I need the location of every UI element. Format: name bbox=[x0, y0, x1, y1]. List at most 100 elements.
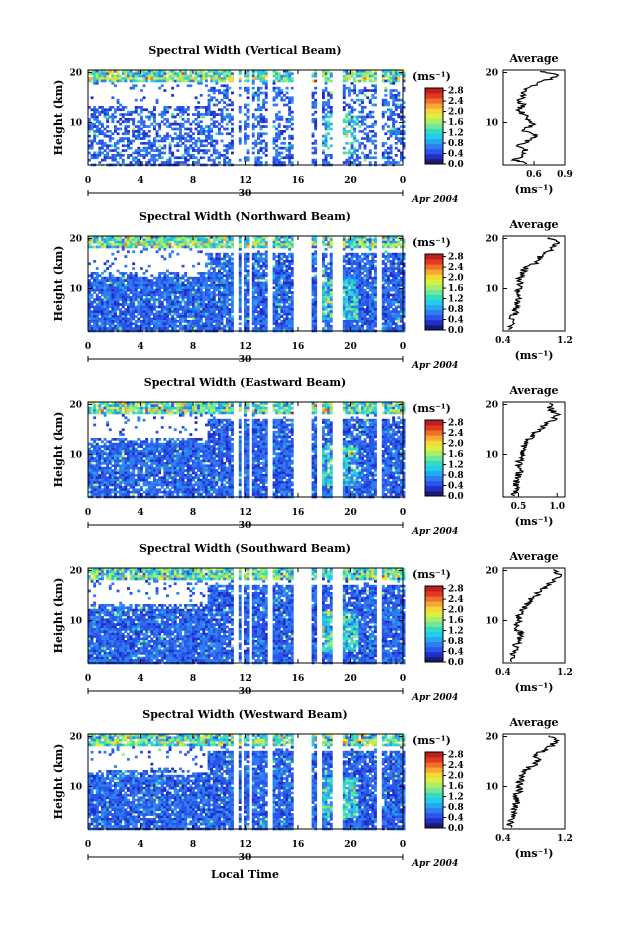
heatmap-cell bbox=[176, 312, 180, 316]
heatmap-cell bbox=[199, 308, 203, 311]
heatmap-cell bbox=[311, 134, 315, 138]
heatmap-cell bbox=[184, 286, 188, 290]
heatmap-cell bbox=[387, 151, 390, 155]
heatmap-cell bbox=[116, 161, 120, 164]
heatmap-cell bbox=[223, 308, 227, 311]
heatmap-cell bbox=[392, 113, 396, 116]
heatmap-cell bbox=[342, 324, 346, 328]
heatmap-cell bbox=[350, 127, 354, 131]
heatmap-cell bbox=[108, 296, 112, 299]
heatmap-cell bbox=[88, 303, 91, 306]
heatmap-cell bbox=[374, 264, 377, 268]
heatmap-cell bbox=[272, 300, 276, 304]
heatmap-cell bbox=[163, 291, 167, 294]
heatmap-cell bbox=[389, 79, 393, 83]
heatmap-cell bbox=[358, 257, 362, 261]
heatmap-cell bbox=[119, 320, 123, 323]
heatmap-cell bbox=[246, 89, 250, 92]
heatmap-cell bbox=[116, 238, 120, 242]
heatmap-cell bbox=[368, 276, 372, 280]
heatmap-cell bbox=[184, 110, 188, 114]
heatmap-cell bbox=[210, 320, 214, 323]
heatmap-cell bbox=[210, 96, 214, 100]
heatmap-cell bbox=[324, 79, 328, 83]
heatmap-cell bbox=[400, 132, 403, 136]
heatmap-cell bbox=[132, 293, 136, 297]
heatmap-cell bbox=[342, 322, 346, 326]
heatmap-cell bbox=[387, 79, 390, 83]
heatmap-cell bbox=[259, 108, 263, 112]
heatmap-cell bbox=[348, 267, 351, 270]
heatmap-cell bbox=[98, 322, 102, 326]
heatmap-cell bbox=[181, 74, 185, 78]
heatmap-cell bbox=[210, 98, 214, 102]
heatmap-cell bbox=[101, 122, 104, 126]
heatmap-cell bbox=[166, 324, 169, 328]
heatmap-cell bbox=[140, 106, 143, 109]
heatmap-cell bbox=[93, 286, 97, 290]
heatmap-cell bbox=[389, 113, 393, 116]
heatmap-cell bbox=[124, 327, 128, 330]
heatmap-cell bbox=[145, 134, 149, 138]
heatmap-cell bbox=[246, 327, 250, 330]
heatmap-cell bbox=[124, 240, 128, 244]
heatmap-cell bbox=[283, 240, 286, 244]
heatmap-cell bbox=[103, 303, 107, 306]
heatmap-cell bbox=[329, 298, 333, 302]
heatmap-cell bbox=[93, 106, 97, 109]
heatmap-cell bbox=[358, 274, 362, 278]
heatmap-cell bbox=[166, 72, 169, 76]
heatmap-cell bbox=[329, 276, 333, 280]
heatmap-cell bbox=[101, 272, 104, 275]
heatmap-cell bbox=[137, 240, 141, 244]
heatmap-cell bbox=[251, 298, 255, 302]
heatmap-cell bbox=[116, 77, 120, 80]
heatmap-cell bbox=[384, 276, 388, 280]
heatmap-cell bbox=[210, 300, 214, 304]
heatmap-cell bbox=[225, 281, 229, 285]
heatmap-cell bbox=[358, 156, 362, 160]
heatmap-cell bbox=[327, 101, 331, 104]
heatmap-cell bbox=[324, 312, 328, 316]
heatmap-cell bbox=[134, 236, 138, 239]
heatmap-cell bbox=[140, 98, 143, 102]
heatmap-cell bbox=[358, 324, 362, 328]
heatmap-cell bbox=[220, 79, 224, 83]
heatmap-cell bbox=[202, 324, 206, 328]
heatmap-cell bbox=[358, 298, 362, 302]
heatmap-cell bbox=[88, 317, 91, 321]
heatmap-cell bbox=[283, 137, 286, 140]
heatmap-cell bbox=[147, 308, 151, 311]
heatmap-cell bbox=[371, 298, 375, 302]
heatmap-cell bbox=[108, 317, 112, 321]
heatmap-cell bbox=[98, 240, 102, 244]
heatmap-cell bbox=[350, 276, 354, 280]
heatmap-cell bbox=[324, 320, 328, 323]
heatmap-cell bbox=[124, 272, 128, 275]
heatmap-cell bbox=[95, 115, 99, 119]
heatmap-cell bbox=[220, 320, 224, 323]
colorbar-tick-label: 0.8 bbox=[448, 139, 464, 149]
heatmap-cell bbox=[142, 291, 146, 294]
colorbar-tick-label: 2.8 bbox=[448, 87, 464, 97]
heatmap-cell bbox=[137, 113, 141, 116]
heatmap-cell bbox=[353, 139, 357, 143]
heatmap-cell bbox=[171, 72, 175, 76]
heatmap-cell bbox=[264, 298, 268, 302]
heatmap-cell bbox=[238, 139, 242, 143]
heatmap-cell bbox=[327, 132, 331, 136]
heatmap-cell bbox=[257, 98, 260, 102]
heatmap-cell bbox=[171, 94, 175, 97]
heatmap-cell bbox=[288, 296, 292, 299]
heatmap-cell bbox=[90, 142, 94, 145]
heatmap-cell bbox=[197, 236, 201, 239]
heatmap-cell bbox=[103, 115, 107, 119]
heatmap-cell bbox=[288, 72, 292, 76]
heatmap-cell bbox=[348, 120, 351, 124]
heatmap-cell bbox=[153, 320, 156, 323]
heatmap-cell bbox=[88, 70, 91, 73]
heatmap-cell bbox=[194, 243, 198, 246]
heatmap-cell bbox=[254, 158, 258, 162]
heatmap-cell bbox=[280, 312, 284, 316]
heatmap-cell bbox=[215, 103, 219, 107]
